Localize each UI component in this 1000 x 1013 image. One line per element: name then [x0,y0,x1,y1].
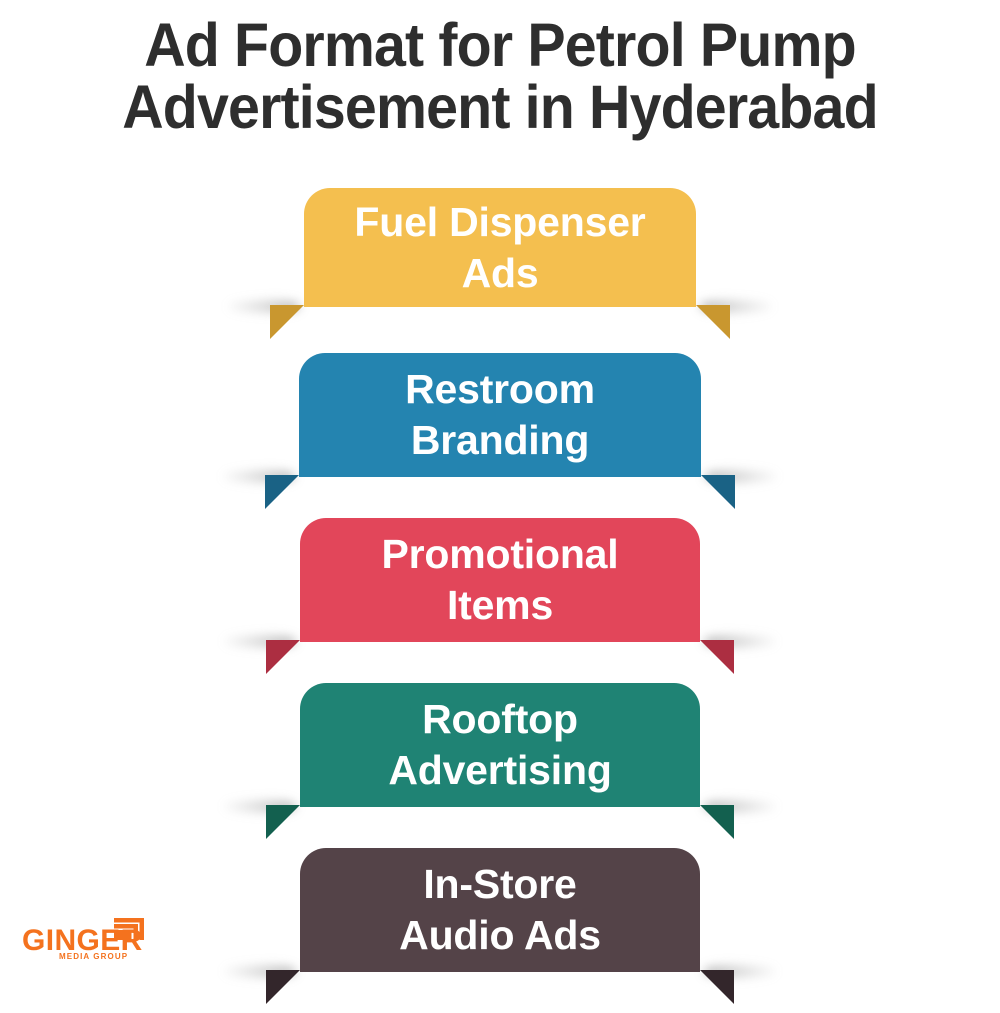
list-item: Fuel Dispenser Ads [0,188,1000,353]
page-title: Ad Format for Petrol Pump Advertisement … [0,14,1000,138]
banner-tail-right-1 [696,305,730,339]
banner-promotional-items[interactable]: Promotional Items [300,518,700,642]
banner-label: Promotional Items [381,531,619,628]
logo-tagline: MEDIA GROUP [59,952,129,961]
banner-tail-left-4 [266,805,300,839]
banner-tail-left-1 [270,305,304,339]
ginger-media-group-logo[interactable]: GINGER MEDIA GROUP [22,908,182,968]
ad-format-banner-list: Fuel Dispenser Ads Restroom Branding Pro… [0,188,1000,1013]
banner-tail-left-5 [266,970,300,1004]
ginger-signal-bars-icon [110,910,146,942]
page-title-line-2: Advertisement in Hyderabad [122,73,878,141]
banner-label: Rooftop Advertising [388,696,612,793]
banner-rooftop-advertising[interactable]: Rooftop Advertising [300,683,700,807]
page-title-line-1: Ad Format for Petrol Pump [144,11,856,79]
banner-restroom-branding[interactable]: Restroom Branding [299,353,701,477]
banner-tail-right-2 [701,475,735,509]
banner-label: Fuel Dispenser Ads [354,198,646,296]
banner-label: Restroom Branding [405,366,595,463]
list-item: In-Store Audio Ads [0,848,1000,1013]
banner-tail-left-2 [265,475,299,509]
banner-fuel-dispenser-ads[interactable]: Fuel Dispenser Ads [304,188,696,307]
banner-tail-left-3 [266,640,300,674]
banner-tail-right-3 [700,640,734,674]
banner-in-store-audio-ads[interactable]: In-Store Audio Ads [300,848,700,972]
banner-tail-right-5 [700,970,734,1004]
list-item: Rooftop Advertising [0,683,1000,848]
list-item: Promotional Items [0,518,1000,683]
banner-label: In-Store Audio Ads [399,861,601,958]
list-item: Restroom Branding [0,353,1000,518]
banner-tail-right-4 [700,805,734,839]
